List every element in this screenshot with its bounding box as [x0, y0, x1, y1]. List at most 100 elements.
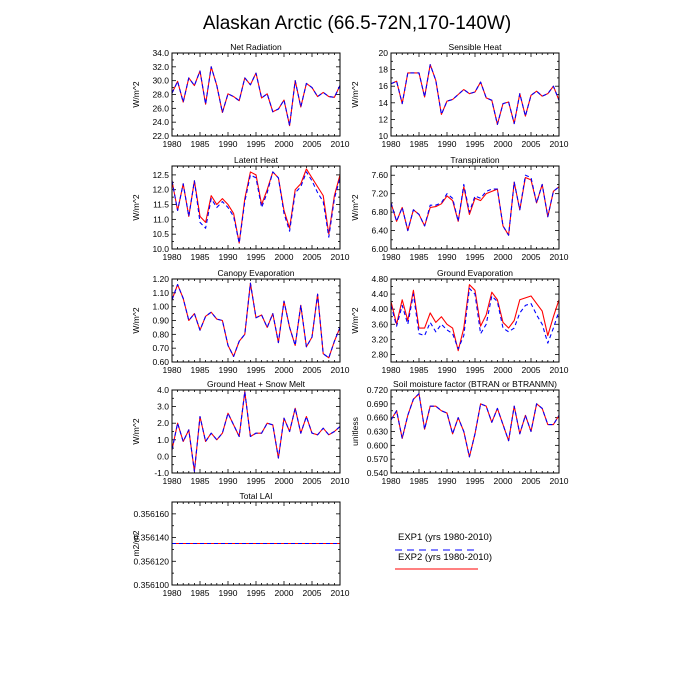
y-axis-label: W/m^2 [131, 194, 141, 220]
y-tick-label: 3.0 [157, 402, 169, 412]
x-tick-label: 2005 [522, 476, 541, 486]
x-tick-label: 1990 [438, 476, 457, 486]
x-tick-label: 2000 [494, 365, 513, 375]
y-tick-label: 0.80 [152, 329, 169, 339]
x-tick-label: 2005 [303, 476, 322, 486]
x-tick-label: 1985 [191, 139, 210, 149]
x-tick-label: 1990 [438, 252, 457, 262]
y-tick-label: 12.5 [152, 170, 169, 180]
y-tick-label: 26.0 [152, 103, 169, 113]
x-tick-label: 2010 [550, 476, 569, 486]
panel-title: Soil moisture factor (BTRAN or BTRANMN) [393, 379, 557, 389]
plot-frame [390, 52, 560, 137]
y-tick-label: 18 [379, 65, 389, 75]
y-tick-label: 0.356100 [134, 580, 170, 590]
x-tick-label: 1990 [438, 365, 457, 375]
y-tick-label: 4.00 [371, 304, 388, 314]
y-tick-label: 24.0 [152, 117, 169, 127]
x-tick-label: 2010 [331, 476, 350, 486]
x-tick-label: 2010 [331, 139, 350, 149]
y-tick-label: -1.0 [154, 468, 169, 478]
y-tick-label: 4.40 [371, 289, 388, 299]
x-tick-label: 1985 [191, 365, 210, 375]
plot-frame [390, 165, 560, 250]
y-tick-label: 0.356160 [134, 509, 170, 519]
x-tick-label: 1985 [410, 476, 429, 486]
x-tick-label: 1990 [438, 139, 457, 149]
y-axis-label: W/m^2 [131, 81, 141, 107]
y-tick-label: 12.0 [152, 185, 169, 195]
x-tick-label: 2000 [275, 252, 294, 262]
x-tick-label: 2010 [331, 365, 350, 375]
plot-frame [171, 165, 341, 250]
y-tick-label: 0.60 [152, 357, 169, 367]
x-tick-label: 2005 [303, 365, 322, 375]
x-tick-label: 2005 [522, 252, 541, 262]
x-tick-label: 1980 [382, 139, 401, 149]
x-tick-label: 1995 [466, 365, 485, 375]
plot-frame [390, 389, 560, 474]
x-tick-label: 1980 [382, 365, 401, 375]
series-line-exp1 [390, 393, 560, 458]
chart-panel: Transpiration W/m^2 1980 1985 1990 1995 2000 20… [350, 155, 569, 262]
x-tick-label: 1990 [219, 139, 238, 149]
y-tick-label: 0.690 [367, 399, 389, 409]
series-line-exp1 [390, 174, 560, 236]
x-tick-label: 1980 [382, 476, 401, 486]
y-tick-label: 4.0 [157, 385, 169, 395]
x-tick-label: 2000 [275, 139, 294, 149]
series-line-exp1 [171, 282, 341, 359]
y-tick-label: 34.0 [152, 48, 169, 58]
series-line-exp2 [390, 64, 560, 125]
x-tick-label: 1980 [163, 365, 182, 375]
y-tick-label: 0.720 [367, 385, 389, 395]
y-tick-label: 11.5 [153, 200, 169, 210]
x-tick-label: 2010 [550, 139, 569, 149]
chart-panel: Ground Evaporation W/m^2 1980 1985 1990 1995 2… [350, 268, 569, 375]
x-tick-label: 2005 [522, 365, 541, 375]
y-tick-label: 0.70 [152, 343, 169, 353]
series-line-exp1 [390, 287, 560, 350]
x-tick-label: 2010 [550, 365, 569, 375]
x-tick-label: 2000 [494, 476, 513, 486]
x-tick-label: 1995 [466, 476, 485, 486]
plot-frame [171, 389, 341, 474]
x-tick-label: 1995 [247, 588, 266, 598]
x-tick-label: 1985 [191, 588, 210, 598]
y-tick-label: 6.80 [371, 207, 388, 217]
y-tick-label: 1.00 [152, 302, 169, 312]
y-tick-label: 10 [379, 131, 389, 141]
chart-panel: Latent Heat W/m^2 1980 1985 1990 1995 2000 2005… [131, 155, 350, 262]
panel-title: Transpiration [450, 155, 500, 165]
plot-frame [171, 501, 341, 586]
x-tick-label: 1990 [219, 365, 238, 375]
x-tick-label: 1995 [247, 476, 266, 486]
series-line-exp1 [171, 66, 341, 127]
x-tick-label: 1995 [466, 139, 485, 149]
y-tick-label: 30.0 [152, 76, 169, 86]
series-line-exp2 [171, 391, 341, 472]
y-tick-label: 0.356120 [134, 556, 170, 566]
y-tick-label: 0.90 [152, 316, 169, 326]
y-tick-label: 1.0 [157, 435, 169, 445]
x-tick-label: 1985 [410, 139, 429, 149]
x-tick-label: 1995 [466, 252, 485, 262]
x-tick-label: 1990 [219, 476, 238, 486]
x-tick-label: 2000 [275, 476, 294, 486]
y-tick-label: 3.60 [371, 319, 388, 329]
y-axis-label: W/m^2 [350, 307, 360, 333]
x-tick-label: 2010 [331, 252, 350, 262]
x-tick-label: 1995 [247, 365, 266, 375]
chart-panel: Total LAI m2/m2 1980 1985 1990 1995 2000 2005 20… [131, 491, 350, 598]
chart-panel: Soil moisture factor (BTRAN or BTRANMN) u… [350, 379, 569, 486]
x-tick-label: 2000 [494, 139, 513, 149]
y-axis-label: W/m^2 [131, 418, 141, 444]
chart-panel: Canopy Evaporation W/m^2 1980 1985 1990 1995 2… [131, 268, 350, 375]
y-tick-label: 6.40 [371, 226, 388, 236]
y-axis-label: W/m^2 [350, 194, 360, 220]
y-tick-label: 32.0 [152, 62, 169, 72]
x-tick-label: 1980 [382, 252, 401, 262]
panel-title: Ground Evaporation [437, 268, 513, 278]
y-tick-label: 0.660 [367, 413, 389, 423]
